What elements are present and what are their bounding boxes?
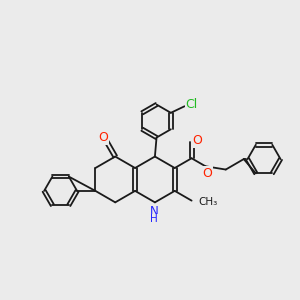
Text: Cl: Cl	[186, 98, 198, 111]
Text: O: O	[193, 134, 202, 147]
Text: O: O	[98, 131, 108, 144]
Text: N: N	[150, 205, 159, 218]
Text: H: H	[150, 214, 158, 224]
Text: CH₃: CH₃	[199, 197, 218, 207]
Text: O: O	[202, 167, 212, 180]
